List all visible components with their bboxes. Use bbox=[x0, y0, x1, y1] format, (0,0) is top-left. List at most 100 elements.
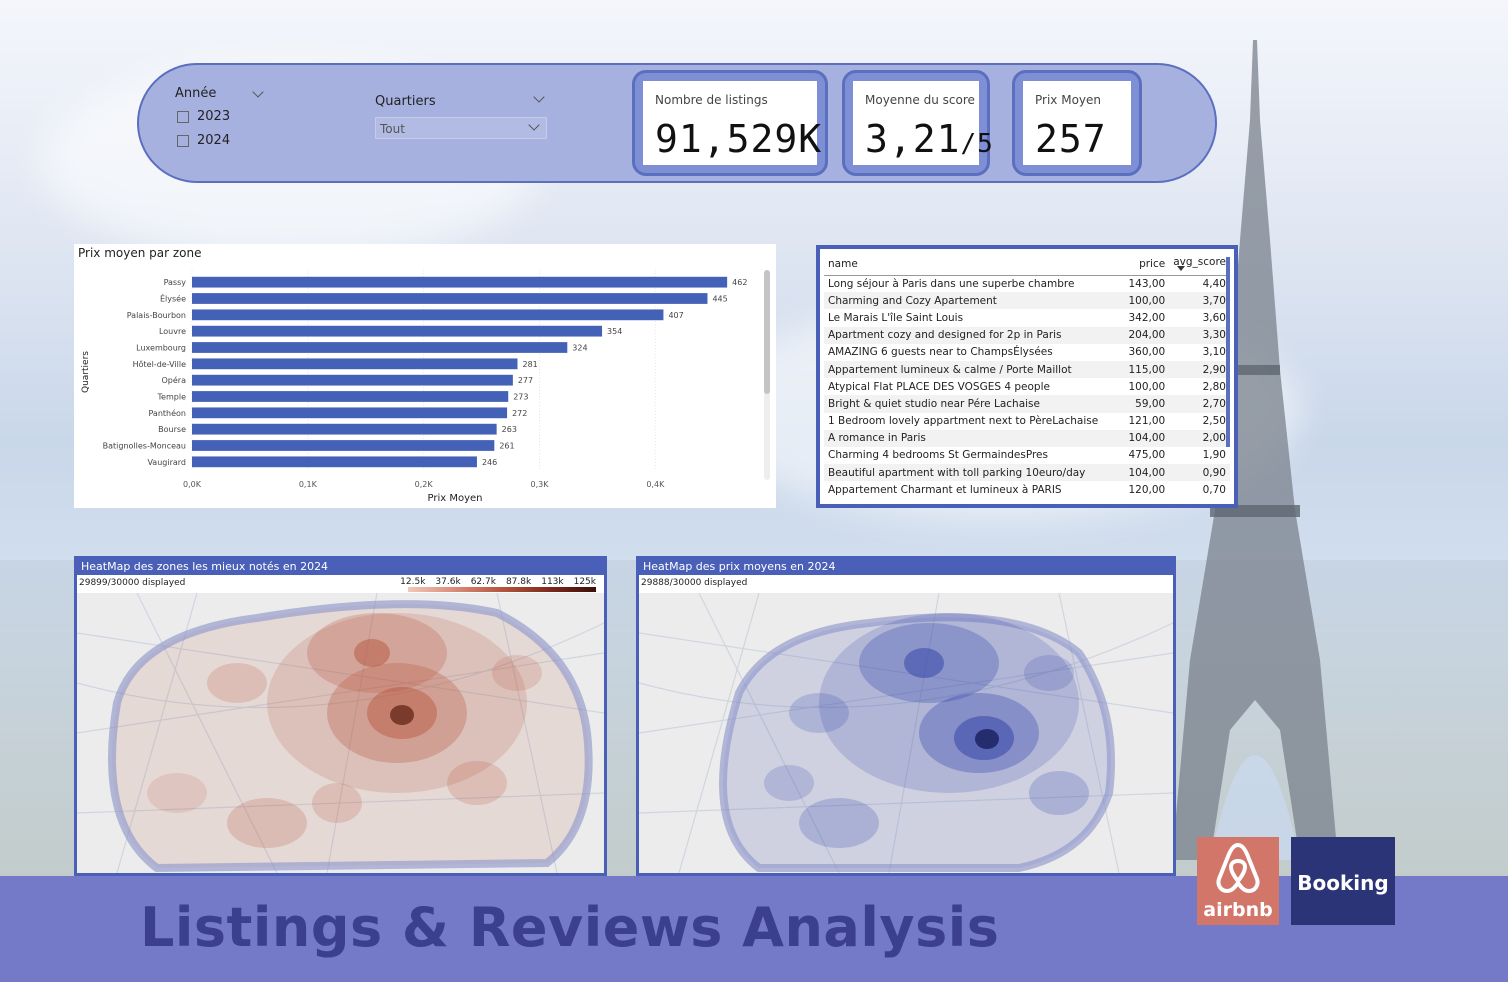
checkbox[interactable] bbox=[177, 110, 189, 123]
cell-price: 115,00 bbox=[1118, 360, 1170, 379]
cell-name: Bright & quiet studio near Pére Lachaise bbox=[824, 395, 1119, 413]
cell-avg-score: 2,70 bbox=[1169, 395, 1230, 413]
cell-avg-score: 2,90 bbox=[1169, 360, 1230, 379]
table-row[interactable]: Charming 4 bedrooms St GermaindesPres 475… bbox=[824, 447, 1230, 464]
cell-price: 475,00 bbox=[1128, 449, 1166, 462]
table-row[interactable]: Long séjour à Paris dans une superbe cha… bbox=[824, 275, 1230, 292]
category-label: Luxembourg bbox=[136, 344, 186, 353]
category-label: Bourse bbox=[158, 425, 186, 434]
cell-name: Long séjour à Paris dans une superbe cha… bbox=[828, 277, 1075, 290]
eiffel-tower-image bbox=[1172, 40, 1338, 860]
year-option-2023[interactable]: 2023 bbox=[177, 109, 230, 124]
x-tick-label: 0,3K bbox=[531, 480, 550, 489]
table-row[interactable]: AMAZING 6 guests near to ChampsÉlysées 36… bbox=[824, 344, 1230, 361]
bar bbox=[192, 423, 497, 435]
chevron-down-icon[interactable] bbox=[252, 86, 264, 98]
heatmap-legend-bar bbox=[408, 587, 596, 592]
category-label: Palais-Bourbon bbox=[127, 311, 186, 320]
x-tick-label: 0,1K bbox=[299, 480, 318, 489]
table-row[interactable]: 1 Bedroom lovely appartment next to Père… bbox=[824, 413, 1230, 430]
cell-price: 360,00 bbox=[1128, 346, 1166, 359]
cell-price: 121,00 bbox=[1128, 415, 1166, 428]
bar bbox=[192, 342, 568, 353]
booking-logo: Booking bbox=[1291, 837, 1395, 925]
cell-price: 342,00 bbox=[1128, 311, 1166, 324]
bar bbox=[192, 407, 508, 419]
bar bbox=[192, 293, 708, 304]
table-scrollbar[interactable] bbox=[1226, 257, 1230, 447]
category-label: Vaugirard bbox=[147, 458, 186, 467]
kpi-value: 257 bbox=[1035, 117, 1107, 161]
heatmap-price-panel: HeatMap des prix moyens en 2024 29888/30… bbox=[636, 556, 1176, 876]
category-label: Hôtel-de-Ville bbox=[133, 359, 186, 369]
kpi-value: 91,529K bbox=[655, 117, 823, 161]
column-header-avg-score[interactable]: avg_score bbox=[1169, 253, 1230, 276]
category-label: Batignolles-Monceau bbox=[103, 442, 186, 451]
chevron-down-icon[interactable] bbox=[533, 91, 545, 103]
quartiers-dropdown[interactable]: Tout bbox=[375, 117, 547, 139]
map-title: HeatMap des zones les mieux notés en 202… bbox=[77, 559, 604, 575]
data-label: 462 bbox=[732, 278, 747, 287]
x-tick-label: 0,0K bbox=[183, 480, 202, 489]
table-row[interactable]: Le Marais L'île Saint Louis 342,00 3,60 bbox=[824, 309, 1230, 326]
dashboard-title: Listings & Reviews Analysis bbox=[140, 896, 1000, 959]
cell-name: Appartement lumineux & calme / Porte Mai… bbox=[824, 360, 1119, 379]
cell-name: 1 Bedroom lovely appartment next to Père… bbox=[828, 415, 1099, 428]
cell-avg-score: 0,90 bbox=[1169, 464, 1230, 482]
table-row[interactable]: Bright & quiet studio near Pére Lachaise… bbox=[824, 395, 1230, 413]
cell-price: 100,00 bbox=[1118, 292, 1170, 310]
category-label: Opéra bbox=[162, 375, 187, 385]
table-row[interactable]: Appartement lumineux & calme / Porte Mai… bbox=[824, 360, 1230, 379]
cell-price: 143,00 bbox=[1128, 277, 1166, 290]
heatmap-price bbox=[639, 592, 1173, 873]
table-row[interactable]: Apartment cozy and designed for 2p in Pa… bbox=[824, 326, 1230, 344]
quartiers-slicer-title: Quartiers bbox=[375, 94, 436, 109]
table-row[interactable]: Atypical Flat PLACE DES VOSGES 4 people 1… bbox=[824, 378, 1230, 395]
column-header-name[interactable]: name bbox=[824, 253, 1119, 276]
kpi-card-score: Moyenne du score 3,21/5 bbox=[842, 70, 993, 176]
kpi-card-listings: Nombre de listings 91,529K bbox=[632, 70, 828, 176]
sort-desc-icon bbox=[1177, 266, 1186, 272]
airbnb-icon bbox=[1216, 842, 1260, 894]
bar bbox=[192, 391, 509, 402]
cell-name: Appartement Charmant et lumineux à PARIS bbox=[828, 483, 1062, 496]
listings-table: name price avg_score Long séjour à Paris… bbox=[824, 253, 1230, 498]
bar bbox=[192, 456, 477, 468]
checkbox[interactable] bbox=[177, 134, 189, 147]
cell-price: 59,00 bbox=[1118, 395, 1170, 413]
chart-scrollbar-thumb bbox=[764, 270, 770, 394]
year-option-2024[interactable]: 2024 bbox=[177, 133, 230, 148]
column-header-price[interactable]: price bbox=[1118, 253, 1170, 276]
bar-chart: 0,0K 0,1K 0,2K 0,3K 0,4K Passy 462 Élysée 445 Pal… bbox=[81, 270, 770, 504]
cell-name: Atypical Flat PLACE DES VOSGES 4 people bbox=[828, 380, 1050, 393]
cell-avg-score: 2,00 bbox=[1169, 429, 1230, 447]
map-canvas[interactable] bbox=[77, 592, 604, 873]
footer: Listings & Reviews Analysis bbox=[0, 876, 1508, 982]
heatmap-legend-labels: 12.5k 37.6k 62.7k 87.8k 113k 125k bbox=[400, 577, 596, 587]
kpi-label: Moyenne du score bbox=[865, 93, 975, 107]
table-row[interactable]: Charming and Cozy Apartement 100,00 3,70 bbox=[824, 292, 1230, 310]
cell-name: Charming 4 bedrooms St GermaindesPres bbox=[828, 449, 1048, 462]
cell-avg-score: 4,40 bbox=[1202, 277, 1226, 290]
table-row[interactable]: Appartement Charmant et lumineux à PARIS… bbox=[824, 481, 1230, 498]
category-label: Panthéon bbox=[148, 408, 186, 418]
kpi-card-price: Prix Moyen 257 bbox=[1012, 70, 1142, 176]
map-canvas[interactable] bbox=[639, 592, 1173, 873]
cell-name: Le Marais L'île Saint Louis bbox=[828, 311, 964, 324]
data-label: 272 bbox=[512, 409, 527, 418]
table-row[interactable]: Beautiful apartment with toll parking 10… bbox=[824, 464, 1230, 482]
data-label: 273 bbox=[513, 393, 528, 402]
category-label: Louvre bbox=[159, 327, 186, 336]
cell-name: Beautiful apartment with toll parking 10… bbox=[824, 464, 1119, 482]
kpi-value: 3,21/5 bbox=[865, 117, 994, 161]
table-row[interactable]: A romance in Paris 104,00 2,00 bbox=[824, 429, 1230, 447]
cell-avg-score: 0,70 bbox=[1202, 483, 1226, 496]
cell-avg-score: 2,50 bbox=[1202, 415, 1226, 428]
year-slicer-title: Année bbox=[175, 86, 217, 101]
data-label: 445 bbox=[712, 295, 727, 304]
cell-name: AMAZING 6 guests near to ChampsÉlysées bbox=[828, 346, 1053, 359]
cell-avg-score: 2,80 bbox=[1202, 380, 1226, 393]
data-label: 246 bbox=[482, 458, 497, 467]
bar bbox=[192, 325, 603, 337]
bar bbox=[192, 309, 664, 321]
